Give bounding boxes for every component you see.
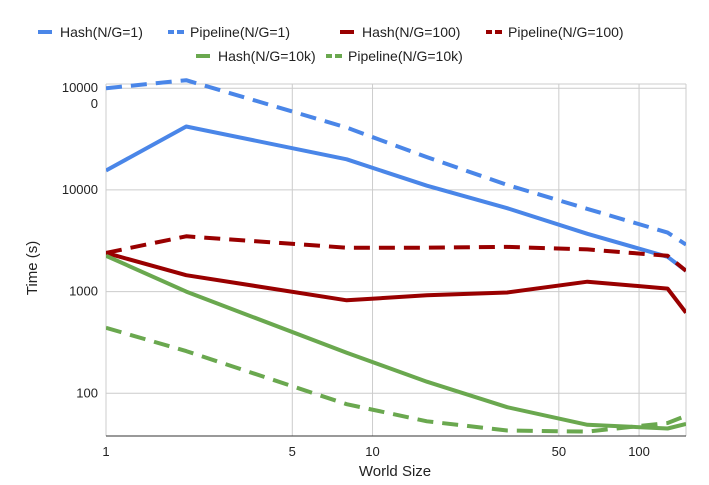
series-line-hash-n-g-10k xyxy=(106,253,686,431)
legend-label: Pipeline(N/G=100) xyxy=(508,24,624,40)
x-tick-label: 5 xyxy=(289,444,296,459)
series-line-pipeline-n-g-10k xyxy=(106,325,686,434)
x-axis-ticks: 1 5 10 50 100 xyxy=(102,444,650,459)
legend-label: Pipeline(N/G=10k) xyxy=(348,48,463,64)
grid xyxy=(105,83,687,437)
x-axis-title: World Size xyxy=(359,463,431,480)
x-tick-label: 10 xyxy=(365,444,379,459)
y-tick-label: 1000 xyxy=(69,284,98,299)
x-tick-label: 50 xyxy=(552,444,566,459)
series-line-pipeline-n-g-1 xyxy=(106,78,686,247)
x-tick-label: 1 xyxy=(102,444,109,459)
legend-label: Hash(N/G=1) xyxy=(60,24,143,40)
legend-label: Hash(N/G=100) xyxy=(362,24,460,40)
series-lines xyxy=(106,78,686,434)
legend-label: Pipeline(N/G=1) xyxy=(190,24,290,40)
series-line-hash-n-g-100 xyxy=(106,250,686,314)
series-line-pipeline-n-g-100 xyxy=(106,234,686,273)
legend: Hash(N/G=1) Pipeline(N/G=1) Hash(N/G=100) P… xyxy=(38,24,624,64)
y-tick-label: 100 xyxy=(76,385,98,400)
y-tick-label: 10000 xyxy=(62,182,98,197)
y-axis-ticks: 100 1000 10000 10000 0 xyxy=(62,80,98,400)
x-tick-label: 100 xyxy=(628,444,650,459)
legend-label: Hash(N/G=10k) xyxy=(218,48,316,64)
series-line-hash-n-g-1 xyxy=(106,124,686,273)
y-axis-title: Time (s) xyxy=(24,241,41,295)
y-tick-label: 10000 0 xyxy=(62,80,98,111)
